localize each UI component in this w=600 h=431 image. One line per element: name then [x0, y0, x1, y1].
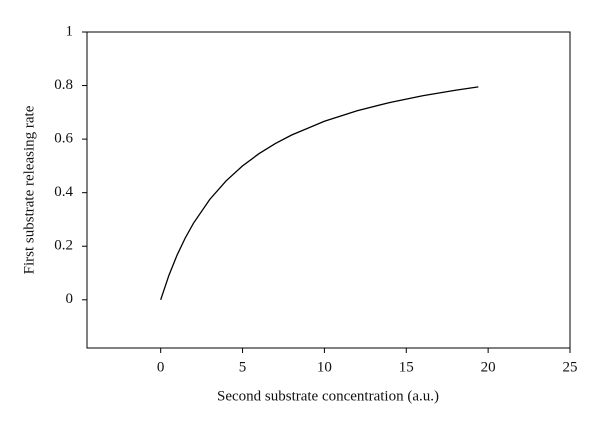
y-tick-label: 0.4 [54, 184, 73, 200]
x-axis-label: Second substrate concentration (a.u.) [217, 388, 439, 404]
y-tick-label: 0.8 [54, 77, 73, 93]
x-tick-label: 15 [399, 359, 414, 375]
x-tick-label: 25 [563, 359, 578, 375]
x-tick-label: 5 [239, 359, 247, 375]
y-axis-label: First substrate releasing rate [21, 105, 37, 274]
y-tick-label: 0.6 [54, 131, 73, 147]
x-tick-label: 0 [157, 359, 165, 375]
y-tick-label: 0 [66, 291, 74, 307]
x-tick-label: 10 [317, 359, 332, 375]
x-tick-label: 20 [481, 359, 496, 375]
plot-frame [86, 31, 571, 349]
y-tick-label: 1 [66, 23, 74, 39]
data-line [160, 86, 479, 301]
y-tick-label: 0.2 [54, 238, 73, 254]
